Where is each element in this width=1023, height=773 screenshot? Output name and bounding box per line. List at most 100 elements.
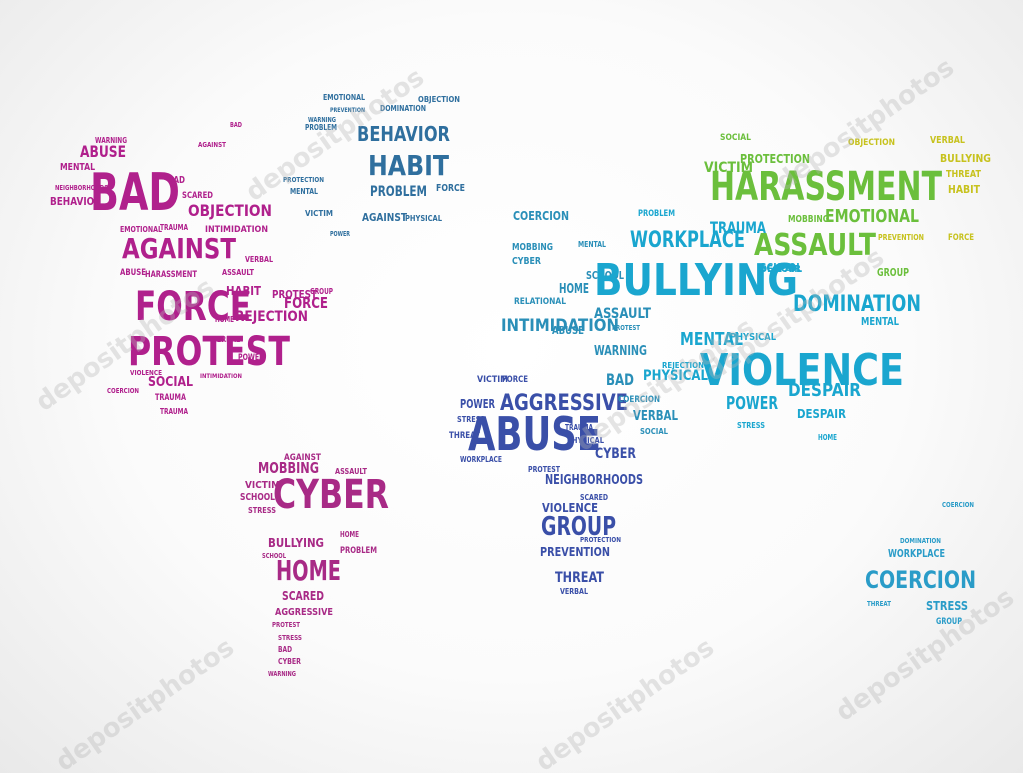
word-emotional: EMOTIONAL — [323, 93, 365, 102]
word-home: HOME — [215, 315, 234, 324]
word-harassment: HARASSMENT — [710, 164, 943, 210]
word-victim: VICTIM — [245, 480, 280, 491]
word-warning: WARNING — [594, 344, 647, 359]
word-physical: PHYSICAL — [567, 436, 604, 445]
word-stress: STRESS — [278, 634, 302, 642]
word-verbal: VERBAL — [930, 135, 965, 146]
word-mental: MENTAL — [680, 329, 743, 350]
word-group: GROUP — [541, 512, 616, 542]
word-violence: VIOLENCE — [130, 369, 162, 377]
word-bad: BAD — [230, 121, 242, 129]
word-harassment: HARASSMENT — [145, 270, 198, 280]
word-abuse: ABUSE — [80, 142, 126, 161]
word-protection: PROTECTION — [580, 536, 621, 544]
word-mental: MENTAL — [60, 162, 95, 173]
word-objection: OBJECTION — [848, 138, 895, 148]
word-protest: PROTEST — [272, 621, 300, 629]
word-neighborhoods: NEIGHBORHOODS — [55, 184, 108, 192]
word-group: GROUP — [877, 266, 909, 279]
word-habit: HABIT — [226, 284, 262, 298]
word-protest: PROTEST — [128, 329, 291, 375]
word-behavior: BEHAVIOR — [50, 195, 101, 208]
word-objection: OBJECTION — [418, 95, 460, 104]
word-physical: PHYSICAL — [405, 214, 442, 223]
word-power: POWER — [726, 393, 778, 414]
word-abuse: ABUSE — [552, 324, 584, 337]
word-stress: STRESS — [248, 506, 276, 515]
word-domination: DOMINATION — [793, 292, 921, 317]
word-violence: VIOLENCE — [700, 345, 904, 396]
word-trauma: TRAUMA — [565, 423, 594, 432]
word-coercion: COERCION — [618, 395, 660, 405]
word-bad: BAD — [278, 645, 292, 654]
word-warning: WARNING — [308, 116, 336, 124]
word-against: AGAINST — [362, 211, 407, 224]
word-neighborhoods: NEIGHBORHOODS — [545, 473, 643, 488]
word-emotional: EMOTIONAL — [120, 225, 162, 234]
word-intimidation: INTIMIDATION — [200, 373, 242, 380]
word-threat: THREAT — [555, 570, 604, 586]
word-school: SCHOOL — [586, 269, 624, 282]
word-habit: HABIT — [368, 149, 449, 182]
word-aggressive: AGGRESSIVE — [275, 607, 333, 618]
word-force: FORCE — [948, 233, 974, 243]
word-assault: ASSAULT — [594, 306, 651, 322]
word-assault: ASSAULT — [335, 467, 367, 476]
word-home: HOME — [818, 433, 837, 442]
word-coercion: COERCION — [865, 566, 976, 594]
word-mental: MENTAL — [578, 240, 606, 249]
word-home: HOME — [340, 530, 359, 539]
word-threat: THREAT — [867, 600, 891, 608]
word-problem: PROBLEM — [370, 184, 427, 200]
word-relational: RELATIONAL — [514, 297, 566, 307]
word-power: POWER — [330, 230, 350, 238]
word-against: AGAINST — [122, 232, 236, 265]
word-school: SCHOOL — [262, 552, 286, 560]
word-threat: THREAT — [946, 169, 981, 180]
word-victim: VICTIM — [477, 375, 508, 385]
word-despair: DESPAIR — [760, 264, 801, 275]
word-scared: SCARED — [580, 493, 608, 502]
word-domination: DOMINATION — [900, 537, 941, 545]
word-rejection: REJECTION — [662, 361, 704, 370]
word-violence: VIOLENCE — [542, 501, 598, 515]
word-home: HOME — [276, 554, 341, 587]
word-school: SCHOOL — [240, 492, 275, 503]
word-verbal: VERBAL — [633, 409, 678, 424]
word-scared: SCARED — [282, 589, 324, 603]
word-protection: PROTECTION — [283, 176, 324, 184]
word-trauma: TRAUMA — [160, 223, 189, 232]
word-coercion: COERCION — [942, 501, 974, 509]
word-social: SOCIAL — [148, 375, 193, 390]
word-coercion: COERCION — [513, 209, 569, 223]
word-problem: PROBLEM — [340, 546, 377, 556]
word-intimidation: INTIMIDATION — [205, 225, 268, 235]
word-victim: VICTIM — [305, 209, 333, 218]
word-behavior: BEHAVIOR — [357, 122, 450, 146]
word-bullying: BULLYING — [940, 152, 991, 165]
word-against: AGAINST — [198, 141, 226, 149]
word-coercion: COERCION — [107, 387, 139, 395]
word-prevention: PREVENTION — [330, 107, 365, 114]
word-scared: SCARED — [182, 191, 213, 201]
word-trauma: TRAUMA — [160, 407, 189, 416]
word-workplace: WORKPLACE — [460, 455, 502, 464]
word-abuse: ABUSE — [120, 268, 146, 278]
word-problem: PROBLEM — [305, 123, 337, 132]
word-social: SOCIAL — [640, 427, 668, 436]
word-school: SCHOOL — [760, 261, 802, 275]
word-power: POWER — [238, 353, 264, 363]
word-force: FORCE — [135, 284, 251, 330]
word-aggressive: AGGRESSIVE — [500, 391, 628, 416]
word-warning: WARNING — [268, 670, 296, 678]
word-mobbing: MOBBING — [788, 214, 829, 225]
word-bad: BAD — [606, 370, 634, 389]
word-verbal: VERBAL — [560, 587, 588, 596]
word-power: POWER — [460, 397, 495, 411]
word-group: GROUP — [936, 617, 962, 627]
word-threat: THREAT — [449, 431, 481, 441]
word-physical: PHYSICAL — [730, 332, 777, 343]
word-despair: DESPAIR — [788, 380, 861, 401]
word-workplace: WORKPLACE — [630, 228, 745, 253]
